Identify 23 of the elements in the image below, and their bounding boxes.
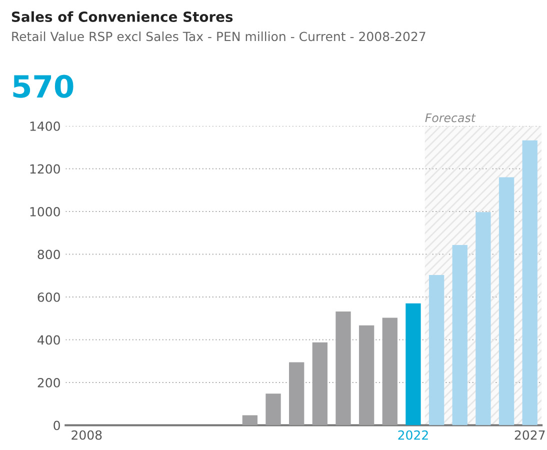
chart-title: Sales of Convenience Stores bbox=[12, 11, 233, 22]
bar bbox=[476, 212, 491, 426]
bar bbox=[406, 303, 421, 426]
y-tick-label: 1000 bbox=[30, 206, 60, 216]
chart-subtitle: Retail Value RSP excl Sales Tax - PEN million - Current - 2008-2027 bbox=[12, 32, 426, 42]
bar bbox=[498, 177, 514, 426]
bar bbox=[242, 415, 258, 426]
y-tick-label: 200 bbox=[38, 378, 60, 388]
x-tick-label: 2027 bbox=[514, 430, 545, 440]
band-label: Forecast bbox=[425, 113, 476, 122]
y-tick-label: 600 bbox=[38, 292, 60, 302]
y-tick-label: 0 bbox=[54, 420, 60, 430]
x-tick-label: 2008 bbox=[72, 430, 102, 440]
y-tick-label: 400 bbox=[38, 335, 60, 345]
y-tick-label: 800 bbox=[38, 250, 60, 260]
y-tick-label: 1400 bbox=[30, 121, 60, 131]
y-tick-label: 1200 bbox=[30, 164, 60, 174]
bar bbox=[428, 274, 444, 426]
bar bbox=[522, 140, 538, 426]
text: 570 bbox=[13, 74, 74, 98]
bar bbox=[452, 245, 468, 426]
bar bbox=[266, 394, 281, 426]
x-tick-label: 2022 bbox=[398, 430, 428, 440]
